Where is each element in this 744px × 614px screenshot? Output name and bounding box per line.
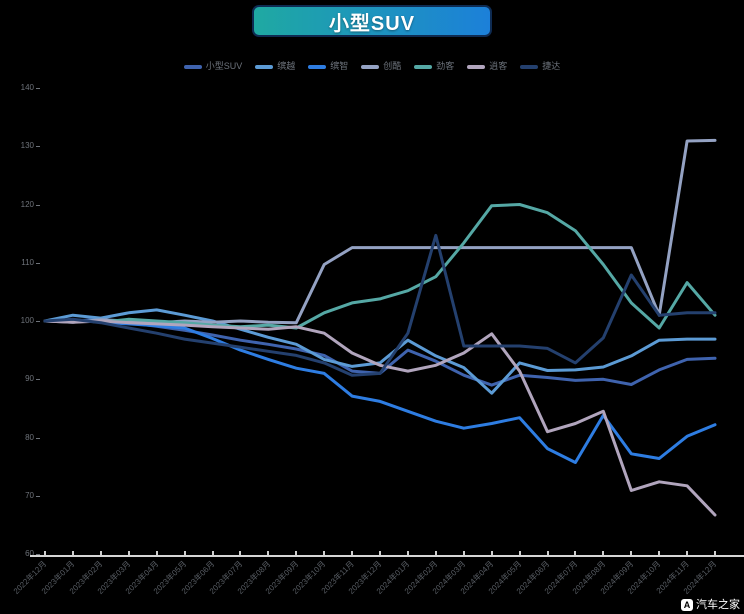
y-tick-mark [36,437,40,439]
legend-swatch-icon [255,64,274,69]
x-tick-mark [490,551,493,555]
legend-swatch-icon [361,64,380,69]
legend-item-0[interactable]: 小型SUV [183,61,243,71]
y-tick-label: 100 [20,316,34,325]
x-tick-mark [546,551,549,555]
page-title: 小型SUV [328,12,416,35]
legend-label: 逍客 [489,61,508,71]
y-tick-mark [36,204,40,206]
legend-label: 劲客 [436,61,455,71]
y-tick-mark [36,379,40,381]
x-tick-mark [239,551,242,555]
y-tick-label: 140 [20,83,34,92]
y-tick-mark [36,88,40,89]
legend-label: 创酷 [383,61,402,71]
series-line-4 [43,203,717,330]
x-tick-mark [183,551,186,555]
x-tick-mark [351,551,354,555]
x-tick-mark [44,551,46,555]
x-tick-mark [295,551,298,555]
legend-item-2[interactable]: 缤智 [308,62,348,71]
chart-legend: 小型SUV 缤越 缤智 创酷 劲客 逍客 捷达 [0,62,744,71]
x-tick-mark [406,551,409,555]
x-tick-mark [574,551,577,555]
y-tick-label: 110 [21,257,34,267]
watermark: A 汽车之家 [681,599,740,611]
legend-label: 捷达 [542,61,561,71]
segment-title-badge: 小型SUV [252,5,492,37]
legend-item-1[interactable]: 缤越 [255,62,295,71]
series-line-0 [43,317,717,387]
legend-item-6[interactable]: 捷达 [520,62,560,71]
x-tick-mark [714,551,716,555]
y-tick-mark [36,146,40,148]
series-line-5 [43,319,717,517]
x-tick-mark [434,551,437,555]
x-tick-mark [686,551,689,555]
series-line-3 [43,138,717,325]
x-tick-mark [99,551,102,555]
y-tick-label: 90 [25,374,34,384]
y-tick-label: 130 [20,141,34,151]
autohome-logo-icon: A [681,599,693,611]
x-tick-mark [155,551,158,555]
legend-label: 缤越 [277,61,296,71]
x-tick-mark [462,551,465,555]
watermark-text: 汽车之家 [696,598,740,611]
x-tick-mark [602,551,605,555]
x-tick-mark [379,551,381,555]
legend-swatch-icon [467,64,486,69]
x-tick-mark [127,551,130,555]
x-tick-mark [267,551,270,555]
x-tick-mark [658,551,661,555]
legend-item-5[interactable]: 逍客 [467,62,507,71]
x-tick-mark [323,551,326,555]
legend-item-3[interactable]: 创酷 [361,62,401,71]
legend-swatch-icon [308,64,327,69]
y-tick-label: 80 [25,432,34,442]
x-tick-mark [630,551,633,555]
y-tick-mark [36,262,40,264]
y-tick-label: 120 [20,199,34,209]
x-axis-line [30,555,744,557]
legend-item-4[interactable]: 劲客 [414,62,454,71]
legend-label: 缤智 [330,61,349,71]
series-line-1 [43,308,717,395]
legend-swatch-icon [183,64,202,69]
legend-swatch-icon [414,64,433,69]
y-tick-mark [36,321,40,322]
y-tick-label: 70 [25,490,34,500]
x-tick-mark [211,551,214,555]
x-tick-mark [518,551,521,555]
legend-swatch-icon [520,64,539,69]
y-tick-mark [36,495,40,497]
legend-label: 小型SUV [205,61,243,71]
y-tick-mark [36,554,40,555]
series-line-6 [43,233,717,377]
y-tick-label: 60 [25,549,34,558]
x-tick-mark [71,551,74,555]
